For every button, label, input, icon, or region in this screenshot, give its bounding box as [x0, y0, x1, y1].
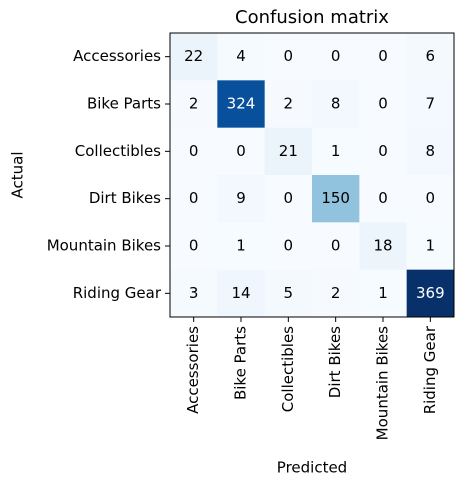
cell-label: 0	[331, 47, 341, 65]
y-tick-label: Riding Gear	[73, 284, 162, 302]
cell-label: 0	[189, 189, 199, 207]
y-axis-label: Actual	[9, 152, 27, 199]
cell-label: 6	[426, 47, 436, 65]
cell-label: 8	[426, 142, 436, 160]
heatmap-cell	[217, 127, 266, 176]
cell-label: 2	[189, 95, 199, 113]
heatmap-cell	[359, 269, 408, 318]
heatmap-cell	[170, 127, 218, 176]
heatmap-cell	[406, 269, 455, 318]
x-tick-label: Dirt Bikes	[326, 326, 344, 398]
cell-label: 21	[279, 142, 298, 160]
cell-label: 324	[227, 95, 256, 113]
y-tick-label: Collectibles	[75, 142, 161, 160]
cell-label: 0	[378, 189, 388, 207]
cell-label: 369	[416, 284, 445, 302]
cell-label: 22	[184, 47, 203, 65]
heatmap-cell	[312, 127, 360, 176]
heatmap-cell	[312, 175, 360, 223]
heatmap-cell	[359, 175, 408, 223]
y-tick-label: Bike Parts	[87, 95, 161, 113]
y-tick-label: Dirt Bikes	[89, 189, 161, 207]
heatmap-cell	[170, 269, 218, 318]
cell-label: 4	[236, 47, 246, 65]
heatmap-cell	[359, 33, 408, 81]
heatmap-cell	[312, 33, 360, 81]
y-tick-label: Accessories	[73, 47, 161, 65]
heatmap-cell	[217, 269, 266, 318]
cell-label: 0	[284, 189, 294, 207]
heatmap-cell	[359, 222, 408, 271]
cell-label: 0	[189, 237, 199, 255]
heatmap-cell	[217, 222, 266, 271]
cell-label: 0	[236, 142, 246, 160]
cell-label: 0	[331, 237, 341, 255]
heatmap-cell	[170, 222, 218, 271]
plot-frame	[169, 32, 455, 318]
cell-label: 0	[378, 142, 388, 160]
heatmap-cell	[217, 80, 266, 129]
cell-label: 2	[331, 284, 341, 302]
heatmap-cell	[264, 33, 313, 81]
x-tick-label: Accessories	[184, 326, 202, 414]
heatmap-cell	[359, 80, 408, 129]
heatmap-cell	[406, 80, 455, 129]
cell-label: 9	[236, 189, 246, 207]
cell-label: 1	[378, 284, 388, 302]
x-tick-label: Riding Gear	[421, 325, 439, 414]
heatmap-cell	[406, 222, 455, 271]
heatmap-cell	[312, 222, 360, 271]
x-tick-label: Mountain Bikes	[374, 326, 392, 440]
heatmap-cell	[170, 33, 218, 81]
cell-label: 0	[426, 189, 436, 207]
heatmap-cell	[264, 269, 313, 318]
x-tick-label: Collectibles	[279, 326, 297, 412]
heatmap-cell	[406, 33, 455, 81]
y-tick-label: Mountain Bikes	[47, 237, 161, 255]
chart-title: Confusion matrix	[235, 7, 389, 28]
cell-label: 14	[231, 284, 250, 302]
heatmap-cell	[359, 127, 408, 176]
cell-label: 1	[236, 237, 246, 255]
heatmap-cell	[406, 127, 455, 176]
heatmap-cell	[217, 33, 266, 81]
cell-label: 150	[321, 189, 350, 207]
cell-label: 7	[426, 95, 436, 113]
heatmap-cell	[264, 175, 313, 223]
heatmap-cell	[264, 80, 313, 129]
cell-label: 0	[284, 47, 294, 65]
cell-label: 0	[284, 237, 294, 255]
heatmap-cell	[312, 269, 360, 318]
x-axis-label: Predicted	[277, 459, 347, 477]
cell-label: 3	[189, 284, 199, 302]
heatmap-cell	[264, 222, 313, 271]
cell-label: 0	[189, 142, 199, 160]
x-tick-label: Bike Parts	[232, 326, 250, 400]
cell-label: 1	[426, 237, 436, 255]
heatmap-cell	[312, 80, 360, 129]
cell-label: 8	[331, 95, 341, 113]
heatmap-cell	[264, 127, 313, 176]
cell-label: 5	[284, 284, 294, 302]
heatmap-cell	[217, 175, 266, 223]
cell-label: 0	[378, 47, 388, 65]
heatmap-cell	[406, 175, 455, 223]
cell-label: 2	[284, 95, 294, 113]
cell-label: 18	[373, 237, 392, 255]
cell-label: 0	[378, 95, 388, 113]
heatmap-cell	[170, 175, 218, 223]
heatmap-cell	[170, 80, 218, 129]
cell-label: 1	[331, 142, 341, 160]
